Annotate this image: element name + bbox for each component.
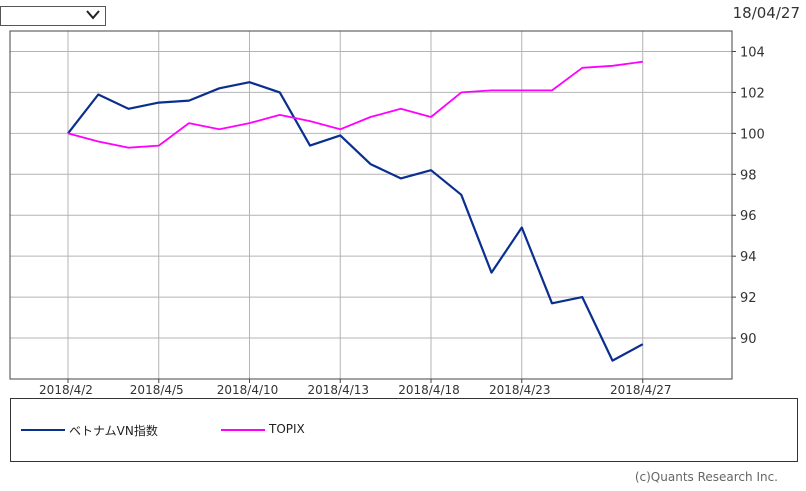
x-tick-label: 2018/4/10 [217, 383, 279, 397]
y-tick-label: 98 [740, 168, 757, 183]
y-tick-label: 102 [740, 86, 765, 101]
line-chart: 104 102 100 98 96 94 92 90 2018/4/2 2018/4/5 2018/… [9, 30, 765, 397]
legend-label-vn-index: ベトナムVN指数 [69, 424, 158, 438]
copyright-credit: (c)Quants Research Inc. [634, 470, 778, 484]
x-tick-label: 2018/4/27 [610, 383, 672, 397]
x-tick-label: 2018/4/23 [489, 383, 551, 397]
x-tick-label: 2018/4/13 [307, 383, 369, 397]
y-tick-label: 90 [740, 332, 757, 347]
y-tick-label: 104 [740, 45, 765, 60]
y-tick-label: 94 [740, 250, 757, 265]
y-tick-label: 96 [740, 209, 757, 224]
y-tick-label: 92 [740, 291, 757, 306]
chart-legend: ベトナムVN指数 TOPIX [10, 398, 798, 462]
chevron-down-icon [86, 10, 100, 20]
x-tick-label: 2018/4/2 [39, 383, 93, 397]
x-tick-label: 2018/4/5 [130, 383, 184, 397]
legend-label-topix: TOPIX [269, 422, 305, 436]
chart-date: 18/04/27 [732, 4, 800, 22]
y-tick-label: 100 [740, 127, 765, 142]
plot-area [9, 30, 733, 380]
chart-selector-dropdown[interactable] [0, 6, 106, 26]
series-line-topix [67, 60, 643, 149]
x-tick-label: 2018/4/18 [398, 383, 460, 397]
legend-swatch-topix [221, 429, 265, 431]
plot-border [9, 30, 733, 380]
legend-swatch-vn-index [21, 429, 65, 431]
series-line-vn-index [67, 81, 644, 362]
